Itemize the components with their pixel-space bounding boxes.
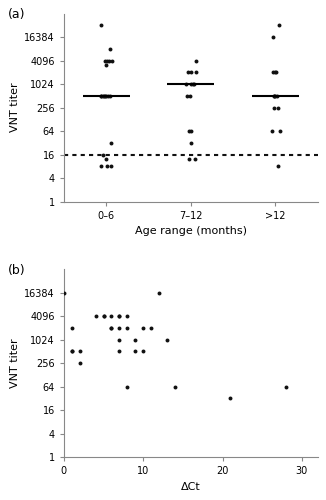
Point: [102, 92, 107, 100]
Point: [101, 92, 106, 100]
X-axis label: Age range (months): Age range (months): [135, 226, 247, 236]
Point: [149, 324, 154, 332]
Point: [185, 68, 190, 76]
Point: [133, 348, 138, 356]
Point: [276, 22, 281, 30]
Point: [277, 127, 283, 135]
Point: [109, 324, 114, 332]
Point: [272, 92, 277, 100]
Point: [106, 56, 111, 64]
Point: [193, 68, 198, 76]
Point: [271, 92, 276, 100]
Point: [101, 312, 106, 320]
Y-axis label: VNT titer: VNT titer: [10, 82, 20, 132]
Point: [141, 324, 146, 332]
Point: [109, 139, 114, 147]
Point: [77, 359, 82, 367]
Point: [117, 312, 122, 320]
Point: [125, 324, 130, 332]
Point: [69, 348, 74, 356]
Point: [117, 312, 122, 320]
Point: [156, 288, 162, 296]
Point: [105, 162, 110, 170]
Point: [109, 312, 114, 320]
Text: (a): (a): [8, 8, 26, 21]
Point: [104, 56, 109, 64]
Point: [189, 68, 194, 76]
Point: [188, 139, 193, 147]
Point: [271, 33, 276, 41]
Point: [101, 92, 106, 100]
Point: [271, 92, 276, 100]
Point: [186, 156, 192, 164]
Point: [274, 92, 280, 100]
Point: [141, 348, 146, 356]
Point: [98, 92, 104, 100]
Point: [164, 336, 170, 344]
Point: [61, 288, 67, 296]
Point: [69, 324, 74, 332]
Point: [98, 92, 104, 100]
Point: [269, 127, 274, 135]
Point: [107, 45, 112, 53]
Point: [188, 92, 193, 100]
Point: [125, 382, 130, 390]
Point: [109, 324, 114, 332]
Point: [109, 56, 114, 64]
Point: [187, 127, 192, 135]
Point: [283, 382, 289, 390]
Point: [101, 312, 106, 320]
Point: [106, 92, 111, 100]
Point: [104, 62, 109, 70]
Point: [275, 104, 281, 112]
Point: [172, 382, 178, 390]
Point: [192, 156, 198, 164]
Point: [272, 104, 277, 112]
Point: [103, 56, 108, 64]
Point: [188, 127, 193, 135]
Point: [188, 80, 194, 88]
Point: [98, 162, 103, 170]
Point: [100, 150, 105, 158]
Point: [117, 324, 122, 332]
Point: [107, 92, 112, 100]
Point: [109, 162, 114, 170]
Point: [194, 56, 199, 64]
Point: [103, 156, 108, 164]
Point: [274, 68, 279, 76]
Text: (b): (b): [8, 264, 26, 276]
Point: [77, 348, 82, 356]
Point: [275, 162, 281, 170]
Point: [133, 336, 138, 344]
Point: [98, 22, 104, 30]
Point: [184, 80, 189, 88]
Point: [185, 92, 190, 100]
Point: [117, 336, 122, 344]
Point: [69, 348, 74, 356]
Point: [191, 80, 196, 88]
Point: [228, 394, 233, 402]
Point: [117, 348, 122, 356]
Y-axis label: VNT titer: VNT titer: [10, 338, 20, 388]
Point: [104, 92, 109, 100]
Point: [272, 68, 277, 76]
Point: [125, 312, 130, 320]
X-axis label: ΔCt: ΔCt: [181, 482, 201, 492]
Point: [93, 312, 98, 320]
Point: [190, 80, 195, 88]
Point: [270, 68, 275, 76]
